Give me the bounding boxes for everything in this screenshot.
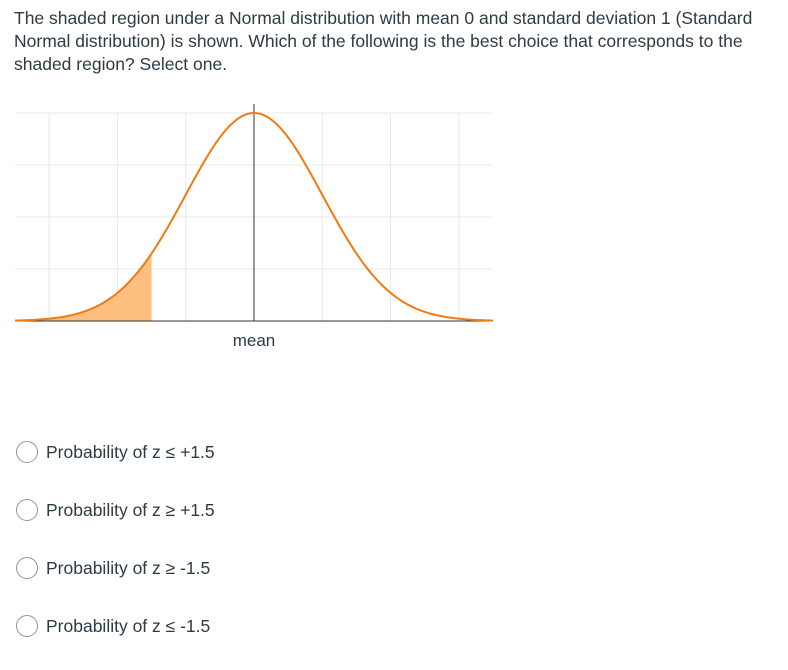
question-text: The shaded region under a Normal distrib… [14, 8, 753, 74]
radio-button[interactable] [16, 441, 38, 463]
answer-option-4[interactable]: Probability of z ≤ -1.5 [16, 612, 215, 640]
answer-option-2[interactable]: Probability of z ≥ +1.5 [16, 496, 215, 524]
shaded-region [15, 253, 152, 321]
density-curve [14, 111, 494, 322]
radio-button[interactable] [16, 615, 38, 637]
answer-label: Probability of z ≤ +1.5 [46, 441, 215, 462]
answer-label: Probability of z ≤ -1.5 [46, 615, 211, 636]
answer-option-1[interactable]: Probability of z ≤ +1.5 [16, 438, 215, 466]
radio-button[interactable] [16, 557, 38, 579]
normal-distribution-chart: mean [0, 100, 520, 360]
mean-label: mean [233, 331, 276, 350]
answer-options: Probability of z ≤ +1.5 Probability of z… [16, 438, 215, 670]
answer-label: Probability of z ≥ -1.5 [46, 557, 211, 578]
radio-button[interactable] [16, 499, 38, 521]
answer-option-3[interactable]: Probability of z ≥ -1.5 [16, 554, 215, 582]
chart-svg: mean [14, 104, 494, 350]
answer-label: Probability of z ≥ +1.5 [46, 499, 215, 520]
